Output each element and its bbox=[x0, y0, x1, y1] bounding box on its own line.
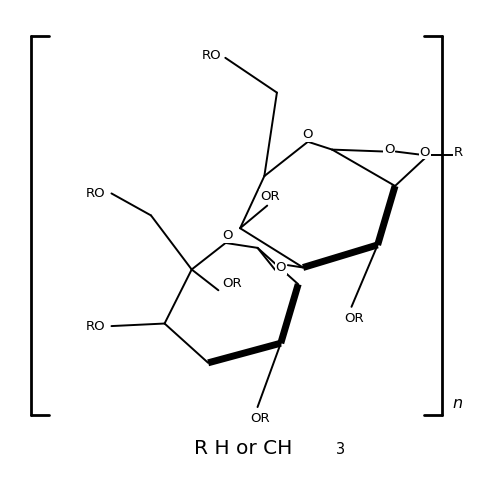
Text: O: O bbox=[223, 229, 233, 242]
Text: OR: OR bbox=[260, 190, 280, 203]
Text: OR: OR bbox=[223, 277, 243, 290]
Text: RO: RO bbox=[86, 320, 106, 333]
Text: OR: OR bbox=[250, 412, 270, 425]
Text: O: O bbox=[384, 143, 394, 156]
Text: 3: 3 bbox=[336, 442, 345, 457]
Text: R H or CH: R H or CH bbox=[194, 440, 293, 458]
Text: RO: RO bbox=[86, 187, 106, 200]
Text: n: n bbox=[452, 396, 462, 411]
Text: O: O bbox=[276, 261, 286, 274]
Text: R: R bbox=[453, 145, 463, 159]
Text: O: O bbox=[302, 128, 313, 141]
Text: OR: OR bbox=[344, 312, 364, 325]
Text: O: O bbox=[420, 145, 430, 159]
Text: RO: RO bbox=[201, 49, 221, 62]
